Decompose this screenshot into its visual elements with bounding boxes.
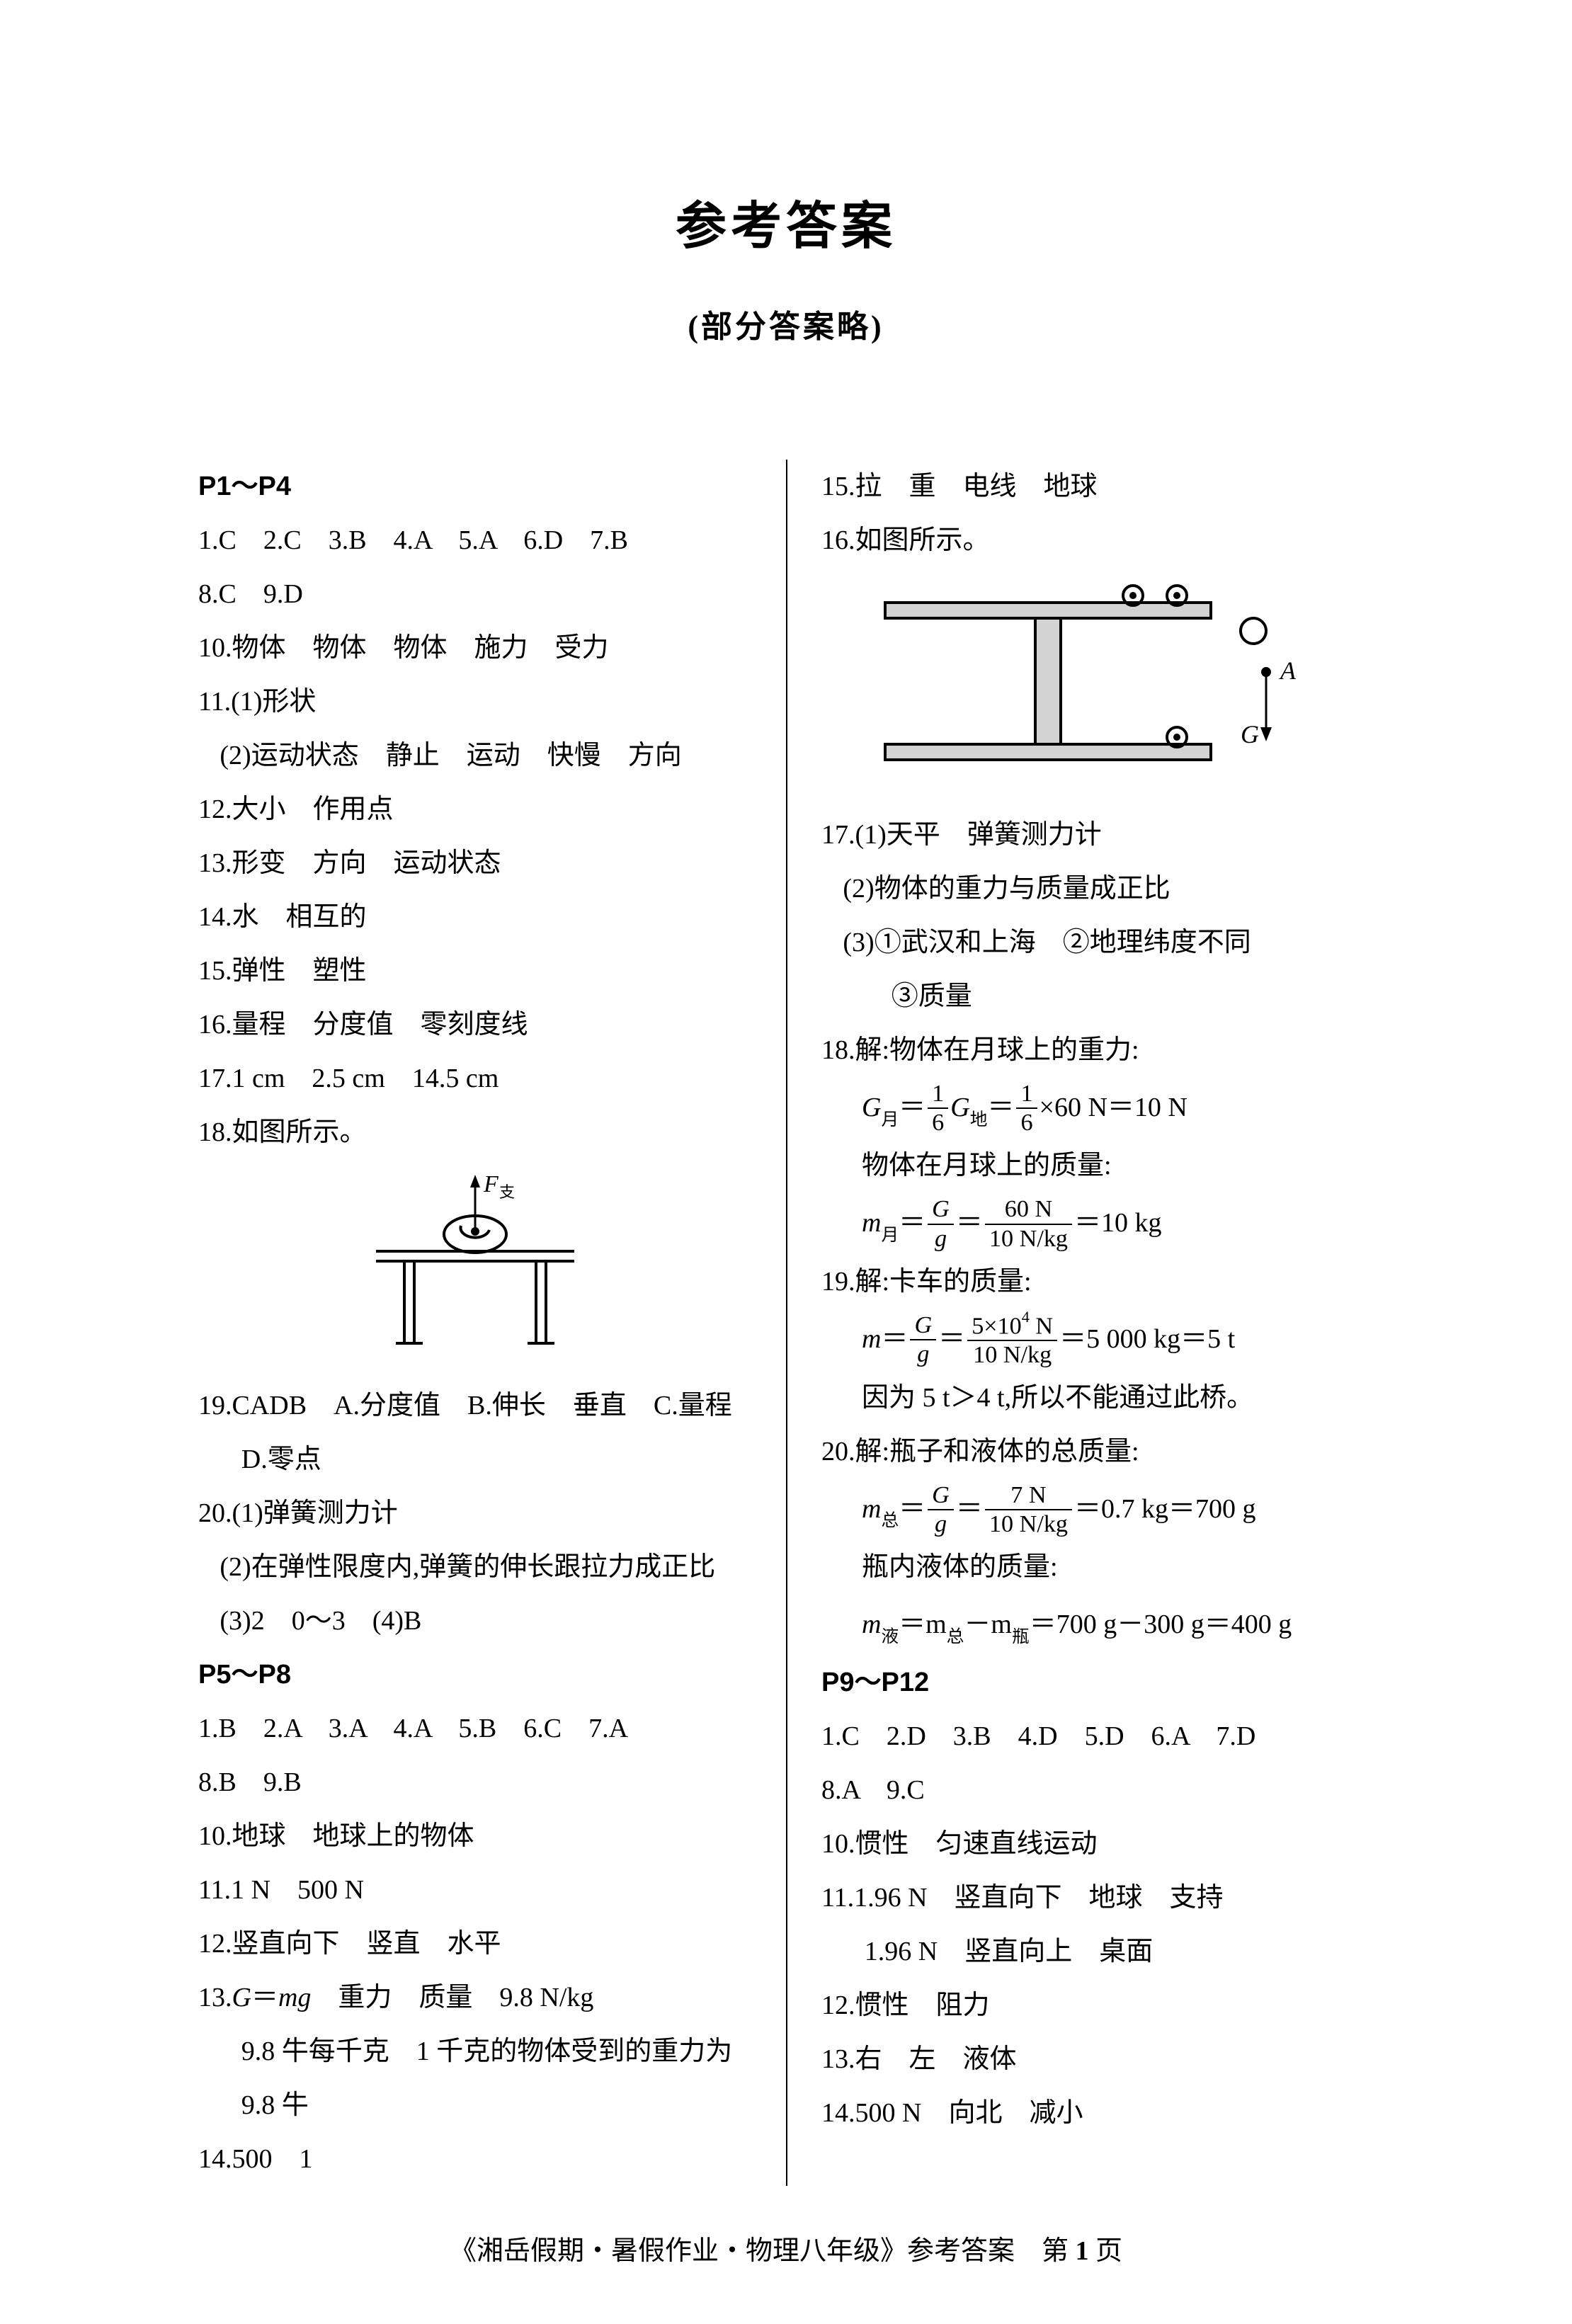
answer-line: 13.形变 方向 运动状态 [198, 836, 752, 890]
answer-line: (3)2 0～3 (4)B [198, 1594, 752, 1648]
figure-table-ball: F 支 [198, 1173, 752, 1357]
label-A: A [1279, 656, 1297, 685]
answer-line: 1.C 2.C 3.B 4.A 5.A 6.D 7.B [198, 513, 752, 567]
label-G: G [1241, 720, 1259, 748]
page-subtitle: (部分答案略) [198, 301, 1374, 346]
answer-line: 15.拉 重 电线 地球 [821, 460, 1374, 513]
column-right: 15.拉 重 电线 地球 16.如图所示。 [786, 460, 1374, 2186]
answer-line: (2)物体的重力与质量成正比 [821, 862, 1374, 916]
page-title: 参考答案 [198, 184, 1374, 258]
answer-line: (2)运动状态 静止 运动 快慢 方向 [198, 729, 752, 782]
answer-line: 10.惯性 匀速直线运动 [821, 1817, 1374, 1871]
answer-line: 17.1 cm 2.5 cm 14.5 cm [198, 1052, 752, 1105]
section-head-p9p12: P9～P12 [821, 1656, 1374, 1709]
answer-line: 19.解:卡车的质量: [821, 1255, 1374, 1309]
equation-line: G月＝16G地＝16×60 N＝10 N [821, 1077, 1374, 1139]
answer-line: 17.(1)天平 弹簧测力计 [821, 808, 1374, 862]
answer-line: 8.C 9.D [198, 567, 752, 621]
answer-line: 12.大小 作用点 [198, 782, 752, 836]
section-head-p1p4: P1～P4 [198, 460, 752, 513]
equation-line: m总＝Gg＝7 N10 N/kg＝0.7 kg＝700 g [821, 1479, 1374, 1540]
svg-text:支: 支 [499, 1183, 515, 1201]
answer-line: 14.500 1 [198, 2132, 752, 2186]
answer-line: 1.96 N 竖直向上 桌面 [821, 1925, 1374, 1978]
svg-text:F: F [483, 1173, 499, 1197]
answer-line: (3)①武汉和上海 ②地理纬度不同 [821, 916, 1374, 969]
answer-line: 11.(1)形状 [198, 675, 752, 729]
answer-line: 12.竖直向下 竖直 水平 [198, 1917, 752, 1971]
answer-line: 1.B 2.A 3.A 4.A 5.B 6.C 7.A [198, 1702, 752, 1755]
column-left: P1～P4 1.C 2.C 3.B 4.A 5.A 6.D 7.B 8.C 9.… [198, 460, 786, 2186]
answer-line: 因为 5 t＞4 t,所以不能通过此桥。 [821, 1371, 1374, 1425]
answer-line: 11.1 N 500 N [198, 1863, 752, 1917]
answer-line: 20.(1)弹簧测力计 [198, 1486, 752, 1540]
figure-ibeam: A G [821, 581, 1374, 787]
answer-line: 8.A 9.C [821, 1763, 1374, 1817]
answer-line: 12.惯性 阻力 [821, 1978, 1374, 2032]
answer-line: 16.量程 分度值 零刻度线 [198, 998, 752, 1052]
answer-line: 16.如图所示。 [821, 513, 1374, 567]
answer-line: (2)在弹性限度内,弹簧的伸长跟拉力成正比 [198, 1540, 752, 1594]
answer-line: 13.右 左 液体 [821, 2032, 1374, 2086]
answer-line: 1.C 2.D 3.B 4.D 5.D 6.A 7.D [821, 1709, 1374, 1763]
answer-line: 物体在月球上的质量: [821, 1139, 1374, 1192]
answer-line: 13.G＝mg 重力 质量 9.8 N/kg [198, 1971, 752, 2024]
equation-line: m＝Gg＝5×104 N10 N/kg＝5 000 kg＝5 t [821, 1309, 1374, 1371]
page-footer: 《湘岳假期・暑假作业・物理八年级》参考答案 第 1 页 [198, 2228, 1374, 2267]
answer-line: 10.物体 物体 物体 施力 受力 [198, 621, 752, 675]
answer-line: 18.如图所示。 [198, 1105, 752, 1159]
answer-line: 18.解:物体在月球上的重力: [821, 1023, 1374, 1077]
answer-line: 8.B 9.B [198, 1755, 752, 1809]
answer-line: 瓶内液体的质量: [821, 1540, 1374, 1594]
answer-line: 14.500 N 向北 减小 [821, 2086, 1374, 2140]
answer-line: 19.CADB A.分度值 B.伸长 垂直 C.量程 D.零点 [198, 1379, 752, 1486]
answer-line: 20.解:瓶子和液体的总质量: [821, 1425, 1374, 1479]
content-columns: P1～P4 1.C 2.C 3.B 4.A 5.A 6.D 7.B 8.C 9.… [198, 460, 1374, 2186]
answer-line: 9.8 牛每千克 1 千克的物体受到的重力为 9.8 牛 [198, 2024, 752, 2132]
equation-line: m液＝m总－m瓶＝700 g－300 g＝400 g [821, 1594, 1374, 1656]
section-head-p5p8: P5～P8 [198, 1648, 752, 1702]
answer-line: 15.弹性 塑性 [198, 944, 752, 998]
answer-line: ③质量 [821, 969, 1374, 1023]
answer-line: 11.1.96 N 竖直向下 地球 支持 [821, 1871, 1374, 1925]
equation-line: m月＝Gg＝60 N10 N/kg＝10 kg [821, 1192, 1374, 1254]
answer-line: 14.水 相互的 [198, 890, 752, 944]
answer-line: 10.地球 地球上的物体 [198, 1809, 752, 1863]
